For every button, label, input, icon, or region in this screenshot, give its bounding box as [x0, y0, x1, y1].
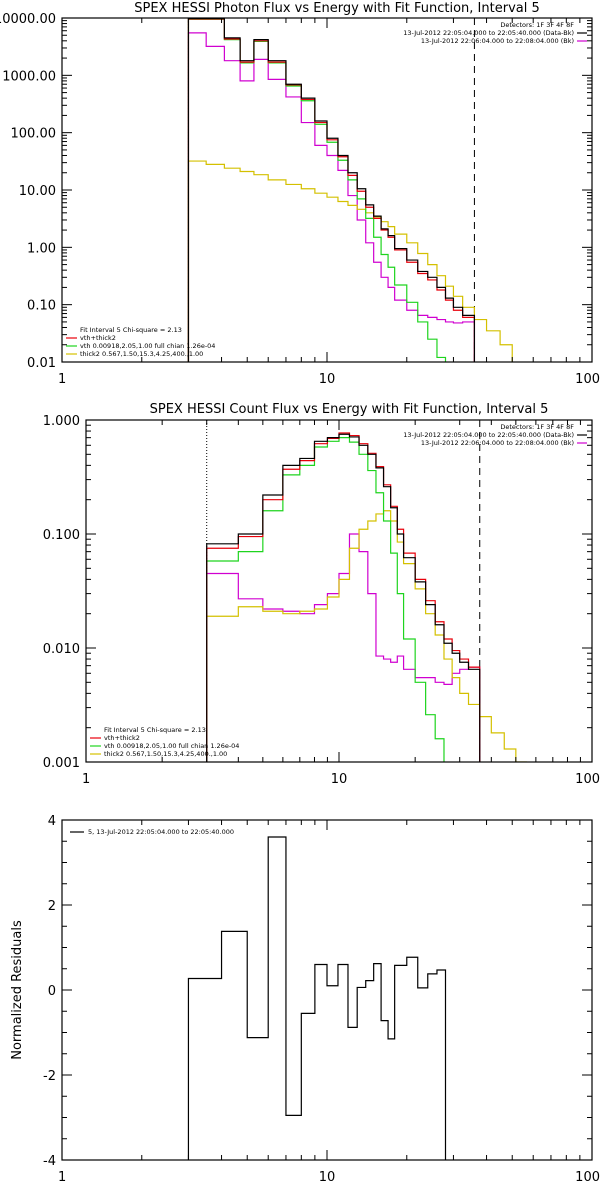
plot-frame — [61, 17, 593, 363]
residuals-panel: Normalized Residuals 1 10 100 -4 -2 0 2 4 5, 13-J… — [10, 814, 600, 1185]
x-tick-label: 10 — [319, 1170, 336, 1185]
y-tick-label: 100.00 — [11, 127, 57, 142]
y-tick-label: 1.00 — [27, 241, 56, 256]
header-line: Detectors: 1F 3F 4F 8F — [500, 423, 574, 431]
series-vth-thick2 — [187, 18, 476, 362]
legend-entry: Fit Interval 5 Chi-square = 2.13 — [80, 326, 182, 334]
y-tick-label: 0.010 — [43, 642, 80, 657]
header-line: 13-Jul-2012 22:06:04.000 to 22:08:04.000… — [421, 37, 574, 45]
y-tick-label: 2 — [48, 899, 56, 914]
series-background — [187, 32, 476, 362]
x-tick-label: 10 — [331, 772, 348, 787]
series-vth — [206, 437, 445, 762]
y-tick-label: 10000.00 — [0, 12, 56, 27]
plot-frame — [61, 819, 593, 1161]
series-data — [187, 18, 476, 362]
header-line: 13-Jul-2012 22:05:04.000 to 22:05:40.000… — [403, 29, 574, 37]
y-tick-label: 0.001 — [43, 756, 80, 771]
x-tick-label: 100 — [575, 772, 600, 787]
legend-entry: vth+thick2 — [80, 334, 116, 342]
count-flux-panel: SPEX HESSI Count Flux vs Energy with Fit… — [43, 402, 600, 787]
chart-title: SPEX HESSI Count Flux vs Energy with Fit… — [150, 402, 549, 417]
y-tick-label: 1.000 — [43, 414, 80, 429]
legend-entry: vth+thick2 — [104, 734, 140, 742]
y-axis-label: Normalized Residuals — [10, 920, 25, 1060]
y-tick-label: 1000.00 — [2, 69, 56, 84]
series-vth-thick2 — [206, 432, 481, 762]
y-tick-label: 0 — [48, 984, 56, 999]
series-background — [206, 533, 481, 762]
y-tick-label: 0.100 — [43, 528, 80, 543]
y-tick-label: -2 — [43, 1069, 56, 1084]
x-tick-label: 100 — [575, 372, 600, 387]
y-tick-label: 10.00 — [19, 184, 56, 199]
legend-entry: thick2 0.567,1.50,15.3,4.25,400.,1.00 — [80, 350, 203, 358]
x-tick-label: 1 — [58, 372, 66, 387]
legend-entry: vth 0.00918,2.05,1.00 full chian 1.26e-0… — [104, 742, 239, 750]
header-line: 13-Jul-2012 22:06:04.000 to 22:08:04.000… — [421, 439, 574, 447]
x-tick-label: 100 — [575, 1170, 600, 1185]
y-tick-label: 0.10 — [27, 299, 56, 314]
y-tick-label: 4 — [48, 814, 56, 829]
x-tick-label: 1 — [82, 772, 90, 787]
series-thick2 — [206, 510, 527, 762]
photon-flux-panel: SPEX HESSI Photon Flux vs Energy with Fi… — [0, 1, 600, 387]
header-line: 13-Jul-2012 22:05:04.000 to 22:05:40.000… — [403, 431, 574, 439]
x-tick-label: 1 — [58, 1170, 66, 1185]
legend-entry: Fit Interval 5 Chi-square = 2.13 — [104, 726, 206, 734]
y-tick-label: 0.01 — [27, 356, 56, 371]
header-line: Detectors: 1F 3F 4F 8F — [500, 21, 574, 29]
plot-area — [187, 18, 513, 362]
legend-entry: vth 0.00918,2.05,1.00 full chian 1.26e-0… — [80, 342, 215, 350]
y-tick-label: -4 — [43, 1154, 56, 1169]
legend-entry: thick2 0.567,1.50,15.3,4.25,400.,1.00 — [104, 750, 227, 758]
series-thick2 — [187, 160, 513, 362]
series-residuals — [187, 836, 447, 1160]
legend-entry: 5, 13-Jul-2012 22:05:04.000 to 22:05:40.… — [88, 828, 234, 836]
series-data — [206, 433, 481, 762]
chart-title: SPEX HESSI Photon Flux vs Energy with Fi… — [134, 1, 540, 16]
x-tick-label: 10 — [319, 372, 336, 387]
plot-area — [206, 420, 527, 762]
plot-area — [187, 836, 447, 1160]
